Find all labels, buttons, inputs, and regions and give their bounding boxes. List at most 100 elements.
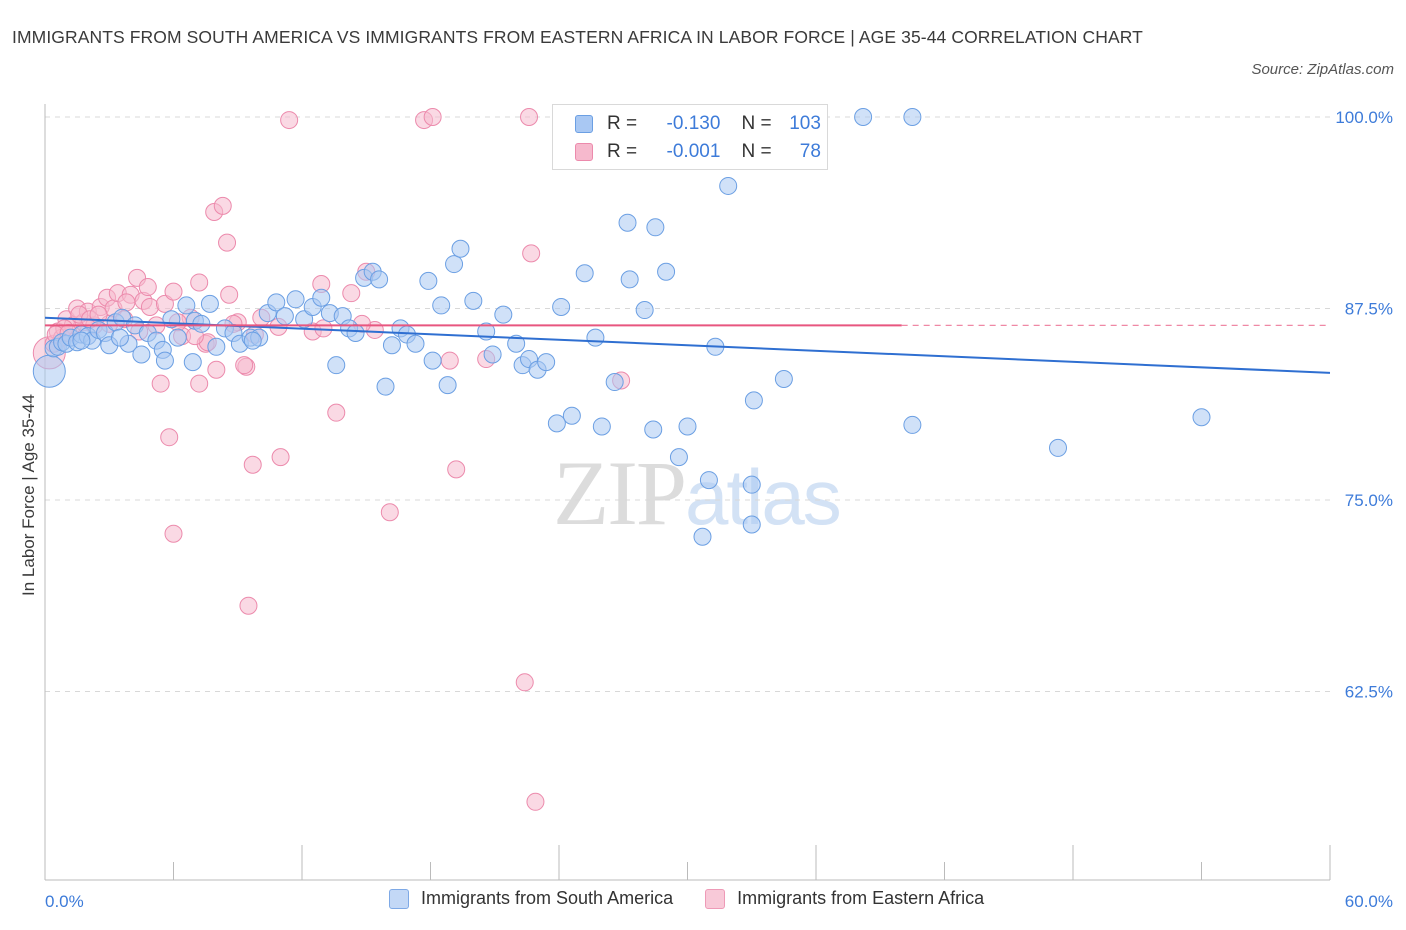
point-south-america [646,218,665,237]
point-south-america [620,270,639,289]
point-south-america [243,331,262,350]
point-south-america [586,328,605,347]
y-axis-title: In Labor Force | Age 35-44 [19,394,38,596]
point-south-america [657,262,676,281]
point-south-america [432,296,451,315]
legend-n-label: N = [741,141,772,162]
point-eastern-africa [160,428,179,447]
legend-n-value: 78 [799,141,821,162]
point-south-america [419,271,438,290]
point-eastern-africa [380,503,399,522]
legend-swatch-pink [575,143,593,161]
point-eastern-africa [271,448,290,467]
point-eastern-africa [138,278,157,297]
point-south-america [592,417,611,436]
point-south-america [744,391,763,410]
point-south-america [275,307,294,326]
point-south-america [406,334,425,353]
legend-r-label: R = [607,141,638,162]
point-south-america [438,376,457,395]
legend-row-south-america: R = -0.130 N = 103 [575,111,821,137]
point-eastern-africa [447,460,466,479]
point-eastern-africa [440,351,459,370]
axes [44,104,1331,881]
point-south-america [635,301,654,320]
point-south-america [547,414,566,433]
watermark-atlas: atlas [685,453,842,541]
y-tick-label: 100.0% [1335,108,1393,127]
point-eastern-africa [235,356,254,375]
point-eastern-africa [522,244,541,263]
point-eastern-africa [423,108,442,126]
point-eastern-africa [280,111,299,130]
point-south-america [483,345,502,364]
point-south-america [286,290,305,309]
point-south-america [451,239,470,258]
point-south-america [774,369,793,388]
legend-label: Immigrants from Eastern Africa [737,888,985,908]
point-south-america [1049,438,1068,457]
point-south-america [423,351,442,370]
legend-r-value: -0.130 [666,113,721,134]
point-south-america [72,331,91,350]
point-south-america [618,213,637,232]
point-south-america [742,475,761,494]
point-south-america [382,336,401,355]
legend-swatch-pink [705,888,726,909]
point-south-america [32,354,66,388]
point-south-america [742,515,761,534]
y-tick-label: 87.5% [1345,300,1393,319]
chart-title: IMMIGRANTS FROM SOUTH AMERICA VS IMMIGRA… [12,27,1143,47]
series-south-america [32,108,1211,546]
point-south-america [168,328,187,347]
legend-r-value: -0.001 [666,141,721,162]
point-eastern-africa [190,374,209,393]
point-south-america [552,297,571,316]
legend-item-eastern-africa[interactable]: Immigrants from Eastern Africa [705,888,984,909]
point-south-america [183,353,202,372]
point-south-america [669,448,688,467]
point-south-america [903,108,922,126]
point-south-america [678,417,697,436]
point-south-america [575,264,594,283]
point-eastern-africa [151,374,170,393]
point-south-america [644,420,663,439]
point-south-america [1192,408,1211,427]
point-south-america [464,291,483,310]
point-eastern-africa [515,673,534,692]
point-south-america [132,345,151,364]
legend-n-label: N = [741,113,772,134]
point-eastern-africa [342,284,361,303]
point-eastern-africa [164,282,183,301]
correlation-legend: R = -0.130 N = 103 R = -0.001 N = 78 [552,104,828,170]
point-eastern-africa [207,360,226,379]
watermark: ZIPatlas [553,440,842,546]
gridlines [45,116,1330,692]
point-eastern-africa [213,196,232,215]
legend-r-label: R = [607,113,638,134]
point-eastern-africa [164,524,183,543]
point-eastern-africa [526,792,545,811]
legend-label: Immigrants from South America [421,888,674,908]
point-south-america [537,353,556,372]
point-south-america [605,373,624,392]
point-south-america [267,293,286,312]
point-eastern-africa [220,285,239,304]
legend-row-eastern-africa: R = -0.001 N = 78 [575,139,821,165]
series-legend: Immigrants from South America Immigrants… [389,888,1016,909]
point-south-america [155,351,174,370]
point-eastern-africa [243,455,262,474]
point-south-america [346,324,365,343]
y-tick-label: 62.5% [1345,683,1393,702]
legend-item-south-america[interactable]: Immigrants from South America [389,888,673,909]
y-tick-label: 75.0% [1345,491,1393,510]
point-south-america [507,334,526,353]
point-south-america [177,296,196,315]
watermark-zip: ZIP [553,442,687,544]
point-eastern-africa [140,297,159,316]
x-tick-label: 60.0% [1345,892,1393,911]
point-eastern-africa [239,596,258,615]
point-south-america [327,356,346,375]
point-south-america [693,527,712,546]
source-label: Source: ZipAtlas.com [1251,61,1394,78]
